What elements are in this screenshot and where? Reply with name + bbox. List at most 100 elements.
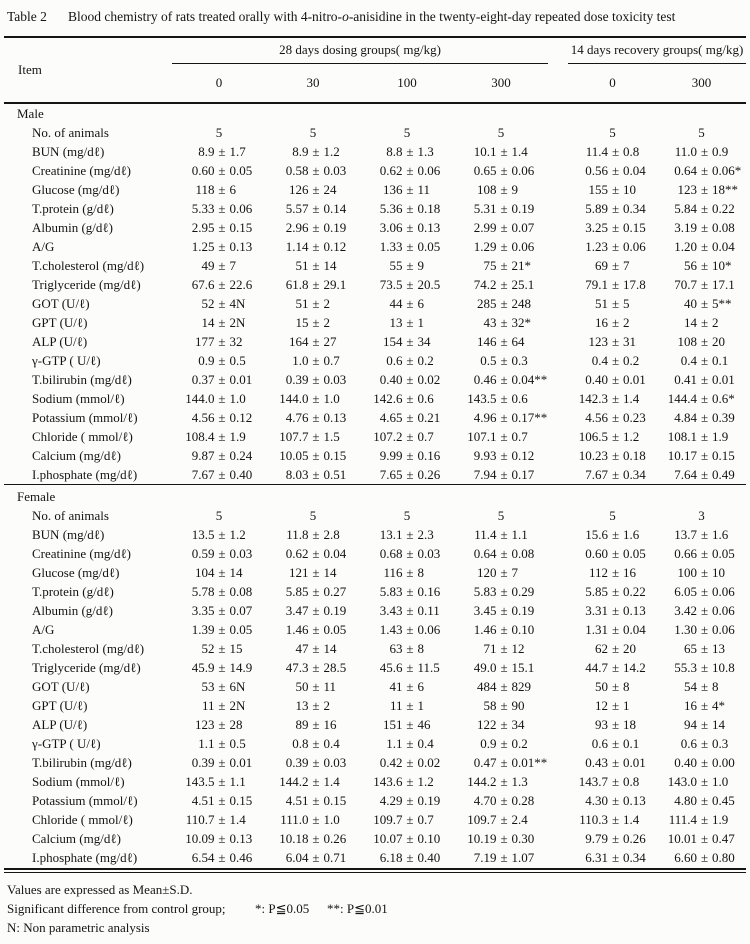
value-cell: 16 ±2: [568, 313, 657, 332]
value-part: ±: [406, 527, 414, 542]
value-part: ±: [218, 182, 226, 197]
table-row: Calcium (mg/dℓ) 10.09 ±0.13 10.18 ±0.26 10.07…: [4, 829, 746, 848]
value-part: ±: [700, 622, 709, 637]
value-part: 6: [417, 296, 425, 311]
value-part: ±: [312, 698, 320, 713]
value-part: 34: [417, 334, 431, 349]
table-title: Table 2 Blood chemistry of rats treated …: [7, 7, 746, 26]
column-gap: [548, 639, 568, 658]
value-part: 1.46: [473, 622, 497, 637]
value-cell: 61.8 ±29.1: [266, 275, 360, 294]
value-part: ±: [406, 641, 414, 656]
value-cell: 52 ±15: [172, 639, 266, 658]
value-part: 5: [609, 125, 616, 140]
value-part: 0.37: [191, 372, 215, 387]
value-cell: 5: [360, 506, 454, 525]
value-part: 15: [229, 641, 243, 656]
value-part: 0.06: [417, 622, 441, 637]
value-part: 0.51: [323, 467, 347, 482]
value-cell: 0.6 ±0.2: [360, 351, 454, 370]
value-cell: 3.06 ±0.13: [360, 218, 454, 237]
value-part: 0.6: [680, 736, 698, 751]
value-part: 47.3: [285, 660, 309, 675]
value-part: 4.96: [473, 410, 497, 425]
value-part: ±: [312, 201, 320, 216]
value-part: ±: [312, 391, 320, 406]
table-row: I.phosphate (mg/dℓ) 6.54 ±0.46 6.04 ±0.71 6.1…: [4, 848, 746, 867]
value-part: 110.7: [185, 812, 215, 827]
value-part: ±: [500, 163, 508, 178]
value-part: ±: [611, 296, 620, 311]
table-row: T.bilirubin (mg/dℓ) 0.39 ±0.01 0.39 ±0.03 0.4…: [4, 753, 746, 772]
dose-header-300: 300: [454, 64, 549, 104]
value-part: 0.03: [417, 546, 441, 561]
value-cell: 13.1 ±2.3: [360, 525, 454, 544]
value-part: 0.49: [712, 467, 735, 482]
row-item-label: Triglyceride (mg/dℓ): [32, 660, 141, 675]
value-part: 17.1: [712, 277, 735, 292]
value-cell: 5.85 ±0.27: [266, 582, 360, 601]
value-part: ±: [500, 812, 508, 827]
value-cell: 0.6 ±0.3: [657, 734, 746, 753]
value-cell: 63 ±8: [360, 639, 454, 658]
value-cell: 4.96 ±0.17**: [454, 408, 548, 427]
column-gap: [548, 237, 568, 256]
value-cell: 120 ±7: [454, 563, 548, 582]
value-part: 0.39: [285, 755, 309, 770]
value-part: 0.7: [417, 812, 434, 827]
column-gap: [548, 848, 568, 867]
column-gap: [548, 677, 568, 696]
value-part: 0.40: [229, 467, 253, 482]
value-part: 0.06: [712, 622, 735, 637]
value-cell: 51 ±14: [266, 256, 360, 275]
value-part: 0.16: [417, 448, 441, 463]
value-part: ±: [312, 315, 320, 330]
value-part: 1.1: [511, 527, 528, 542]
value-cell: 50 ±11: [266, 677, 360, 696]
value-part: ±: [611, 372, 620, 387]
value-part: ±: [500, 831, 508, 846]
value-cell: 111.0 ±1.0: [266, 810, 360, 829]
value-part: 0.9: [198, 353, 215, 368]
column-gap: [548, 620, 568, 639]
value-part: 49: [201, 258, 215, 273]
value-part: ±: [218, 603, 226, 618]
value-part: ±: [406, 793, 414, 808]
value-part: 2.8: [323, 527, 340, 542]
value-part: 7.19: [473, 850, 497, 865]
value-part: 484: [477, 679, 497, 694]
value-part: 0.39: [191, 755, 215, 770]
value-part: 1.30: [674, 622, 698, 637]
value-part: ±: [312, 353, 320, 368]
value-cell: 104 ±14: [172, 563, 266, 582]
row-item-label: ALP (U/ℓ): [32, 334, 88, 349]
value-part: 109.7: [467, 812, 497, 827]
value-part: 109.7: [373, 812, 403, 827]
value-part: ±: [500, 755, 508, 770]
value-part: 9.93: [473, 448, 497, 463]
value-cell: 2.99 ±0.07: [454, 218, 548, 237]
value-part: 8: [417, 641, 425, 656]
value-part: ±: [700, 679, 709, 694]
value-part: 0.46: [473, 372, 497, 387]
value-cell: 110.7 ±1.4: [172, 810, 266, 829]
value-part: 0.8: [623, 144, 640, 159]
column-gap: [548, 829, 568, 848]
value-part: 0.12: [323, 239, 347, 254]
value-part: 7: [511, 565, 519, 580]
value-cell: 4.65 ±0.21: [360, 408, 454, 427]
value-part: ±: [611, 755, 620, 770]
value-part: 1.9: [229, 429, 246, 444]
value-part: 4.30: [585, 793, 609, 808]
value-part: ±: [500, 565, 508, 580]
dosing-group-header: 28 days dosing groups( mg/kg): [172, 37, 549, 64]
value-part: 144.2: [467, 774, 497, 789]
value-part: ±: [611, 660, 620, 675]
table-row: GOT (U/ℓ) 53 ±6N 50 ±11 41 ±6 484 ±829 50 ±8 54 ±8: [4, 677, 746, 696]
value-cell: 1.30 ±0.06: [657, 620, 746, 639]
value-cell: 47 ±14: [266, 639, 360, 658]
value-part: 14.2: [623, 660, 646, 675]
value-cell: 79.1 ±17.8: [568, 275, 657, 294]
value-cell: 144.2 ±1.3: [454, 772, 548, 791]
value-part: 3.43: [379, 603, 403, 618]
